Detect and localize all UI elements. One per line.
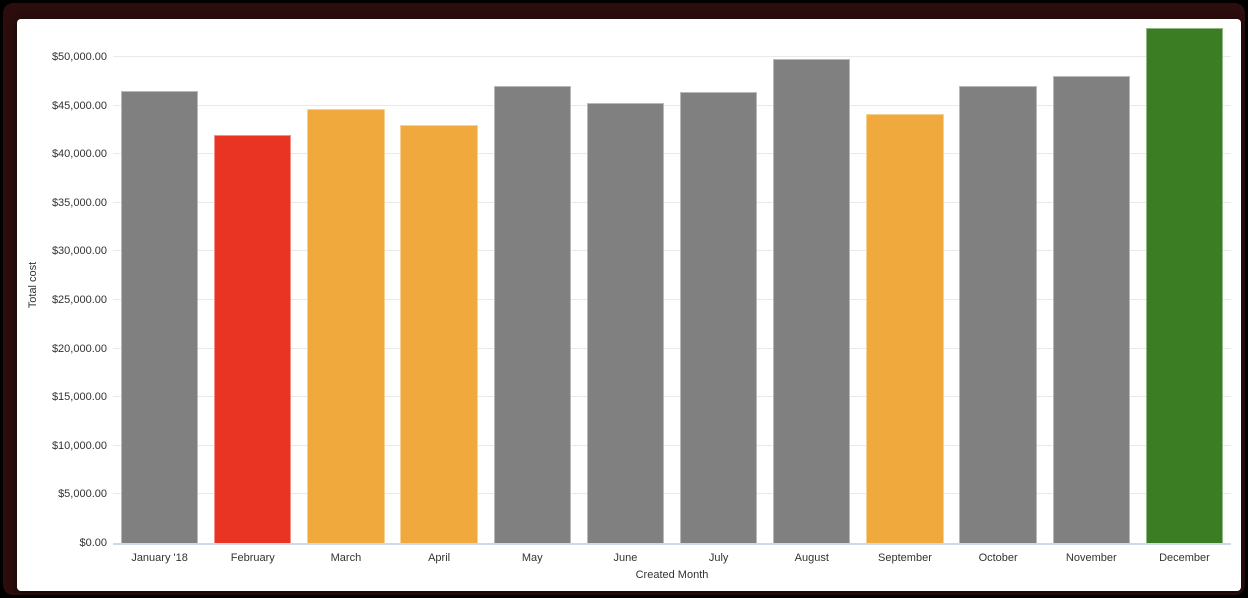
bar-march[interactable] [307,108,385,543]
bar-april[interactable] [400,125,478,543]
x-tick-label-august: August [794,552,829,564]
y-tick-label: $35,000.00 [51,196,107,209]
x-axis-title: Created Month [635,569,709,581]
bar-slot-december [1138,27,1231,543]
bar-february[interactable] [214,134,292,543]
x-tick-label-april: April [428,552,451,564]
window-frame: Total cost $0.00 $5,000.00 $10,000.00 $15,0… [3,3,1245,595]
bar-slot-october [952,27,1045,543]
y-tick-label: $20,000.00 [51,342,107,355]
x-tick-label-december: December [1159,552,1210,564]
bar-august[interactable] [773,59,851,543]
bar-slot-november [1045,27,1138,543]
bar-series [113,27,1231,543]
y-tick-label: $30,000.00 [51,245,107,258]
plot-area [113,27,1231,545]
bar-slot-may [486,27,579,543]
bar-january-18[interactable] [120,91,199,543]
gridline-15000 [113,396,1231,398]
bar-slot-september [858,27,951,543]
bar-may[interactable] [493,86,571,543]
x-tick-label-september: September [878,552,932,564]
x-tick-label-may: May [521,552,543,564]
x-tick-label-june: June [613,552,638,564]
bar-june[interactable] [586,102,665,543]
y-tick-label: $40,000.00 [51,148,107,161]
x-tick-label-january-18: January '18 [131,552,188,564]
x-tick-label-november: November [1065,552,1117,564]
gridline-20000 [113,347,1231,349]
bar-slot-february [206,27,299,543]
gridline-40000 [113,153,1231,155]
x-axis-tick-labels: January '18 February March April May June July… [113,552,1231,564]
bar-slot-july [672,27,765,543]
y-tick-label: $10,000.00 [51,439,107,452]
bar-slot-january-18 [113,27,206,543]
y-tick-label: $5,000.00 [58,488,107,501]
gridline-45000 [113,104,1231,106]
bar-july[interactable] [679,92,758,543]
bar-december[interactable] [1145,27,1224,543]
x-tick-label-march: March [330,552,362,564]
y-tick-label: $0.00 [79,537,107,549]
bar-slot-april [393,27,486,543]
gridline-25000 [113,299,1231,301]
bar-slot-june [579,27,672,543]
bar-slot-august [765,27,858,543]
y-tick-label: $45,000.00 [51,99,107,112]
gridline-30000 [113,250,1231,252]
gridline-35000 [113,201,1231,203]
gridline-10000 [113,444,1231,446]
bar-october[interactable] [959,86,1037,543]
y-tick-label: $15,000.00 [51,391,107,404]
y-axis-tick-labels: $0.00 $5,000.00 $10,000.00 $15,000.00 $20,00… [23,27,107,549]
gridline-5000 [113,493,1231,495]
bar-slot-march [299,27,392,543]
y-tick-label: $25,000.00 [51,294,107,307]
x-tick-label-july: July [708,552,729,564]
x-tick-label-october: October [978,552,1018,564]
bar-september[interactable] [866,114,944,543]
bar-november[interactable] [1052,75,1130,543]
y-tick-label: $50,000.00 [51,51,107,64]
x-axis-line [113,543,1231,545]
chart-card: Total cost $0.00 $5,000.00 $10,000.00 $15,0… [17,19,1241,591]
gridline-50000 [113,56,1231,58]
x-tick-label-february: February [230,552,275,564]
